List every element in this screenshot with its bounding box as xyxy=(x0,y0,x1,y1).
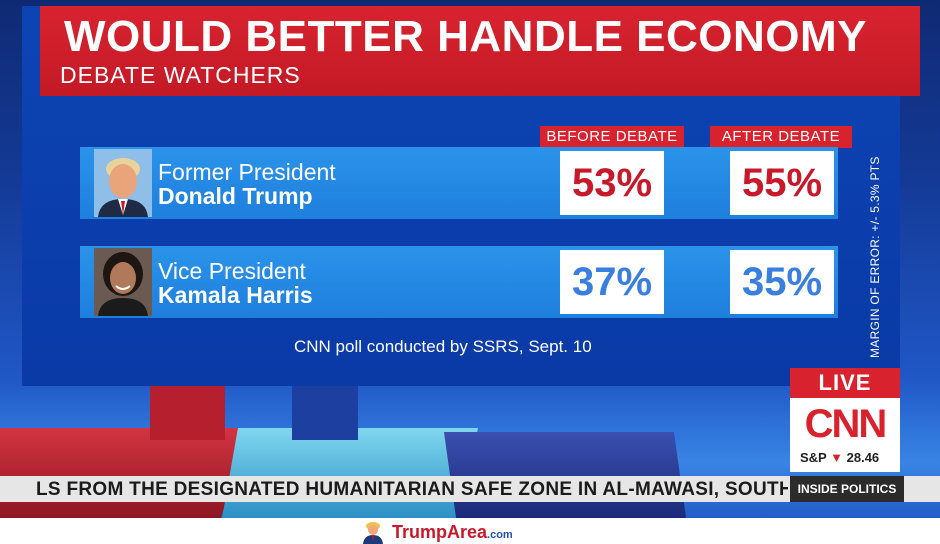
harris-before-value: 37% xyxy=(560,250,664,314)
news-ticker: LS FROM THE DESIGNATED HUMANITARIAN SAFE… xyxy=(0,476,940,502)
down-arrow-icon: ▼ xyxy=(830,450,843,465)
watermark: TrumpArea.com xyxy=(360,520,560,544)
column-header-after: AFTER DEBATE xyxy=(710,126,852,148)
harris-portrait xyxy=(94,248,152,316)
market-label: S&P xyxy=(800,450,827,465)
harris-role: Vice President xyxy=(158,258,306,284)
harris-name: Kamala Harris xyxy=(158,282,313,308)
harris-after-value: 35% xyxy=(730,250,834,314)
trump-role: Former President xyxy=(158,159,336,185)
graphic-title: WOULD BETTER HANDLE ECONOMY xyxy=(64,12,868,61)
network-bug: CNN S&P ▼ 28.46 xyxy=(790,398,900,472)
studio-cyan-desk xyxy=(222,428,478,518)
harris-portrait-icon xyxy=(94,248,152,316)
title-bar: WOULD BETTER HANDLE ECONOMY DEBATE WATCH… xyxy=(40,6,920,96)
studio-red-block xyxy=(150,380,225,440)
market-ticker: S&P ▼ 28.46 xyxy=(800,450,879,465)
margin-of-error: MARGIN OF ERROR: +/- 5.3% PTS xyxy=(868,156,882,358)
show-name-badge: INSIDE POLITICS xyxy=(790,476,904,502)
trump-before-value: 53% xyxy=(560,151,664,215)
studio-blue-block xyxy=(292,380,358,440)
studio-navy-desk xyxy=(443,432,687,518)
trump-name: Donald Trump xyxy=(158,183,313,209)
mascot-icon xyxy=(363,522,383,544)
trump-portrait-icon xyxy=(94,149,152,217)
poll-source: CNN poll conducted by SSRS, Sept. 10 xyxy=(294,337,592,356)
candidate-row-trump: Former President Donald Trump 53% 55% xyxy=(80,147,838,219)
trump-after-value: 55% xyxy=(730,151,834,215)
watermark-suffix: .com xyxy=(487,529,513,541)
studio-red-desk xyxy=(0,428,250,518)
candidate-row-harris: Vice President Kamala Harris 37% 35% xyxy=(80,246,838,318)
ticker-headline: LS FROM THE DESIGNATED HUMANITARIAN SAFE… xyxy=(36,479,788,500)
watermark-name: TrumpArea xyxy=(392,522,488,542)
column-header-before: BEFORE DEBATE xyxy=(540,126,684,148)
graphic-subtitle: DEBATE WATCHERS xyxy=(60,62,301,88)
broadcast-frame: WOULD BETTER HANDLE ECONOMY DEBATE WATCH… xyxy=(0,0,940,518)
market-value: 28.46 xyxy=(846,450,880,465)
trump-portrait xyxy=(94,149,152,217)
cnn-logo: CNN xyxy=(804,402,888,446)
watermark-text: TrumpArea.com xyxy=(392,522,513,543)
live-badge: LIVE xyxy=(790,368,900,398)
